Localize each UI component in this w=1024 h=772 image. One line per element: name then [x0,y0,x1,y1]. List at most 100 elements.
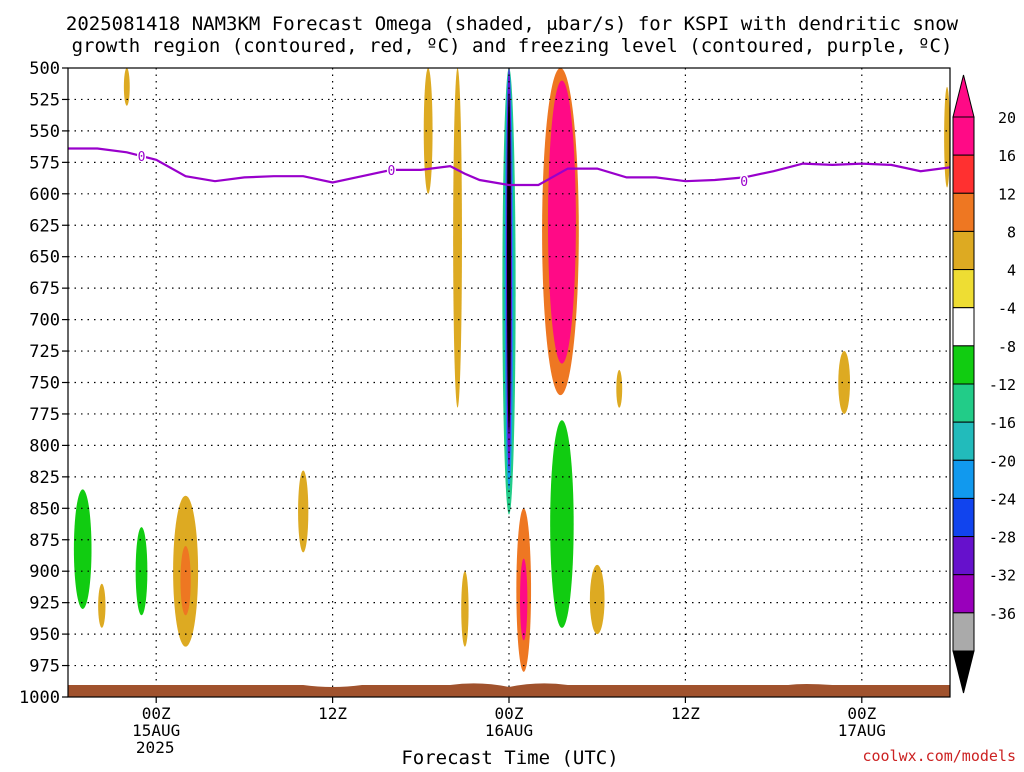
y-tick-label-575: 575 [29,153,60,173]
omega-cell-4 [507,93,511,433]
colorbar-label-10: -24 [989,490,1016,508]
x-tick-label-24: 00Z [495,704,524,723]
omega-cell-27 [98,583,106,628]
y-tick-label-525: 525 [29,90,60,110]
y-tick-label-850: 850 [29,499,60,519]
chart-title-line2: growth region (contoured, red, ºC) and f… [72,35,953,57]
omega-cell-24 [453,68,462,408]
x-tick-year-0: 2025 [136,738,175,757]
omega-cell-30 [616,369,623,408]
colorbar-label-3: 8 [1007,223,1016,241]
y-tick-label-700: 700 [29,311,60,331]
omega-cell-25 [461,571,469,647]
colorbar-seg-0 [952,116,975,156]
omega-cell-31 [763,520,784,635]
colorbar-label-8: -16 [989,414,1016,432]
colorbar-label-11: -28 [989,529,1016,547]
y-tick-label-725: 725 [29,342,60,362]
x-tick-label-48: 00Z [847,704,876,723]
colorbar-seg-8 [952,421,975,461]
omega-cell-32 [804,483,831,641]
x-tick-date-24: 16AUG [485,721,533,740]
colorbar-label-13: -36 [989,605,1016,623]
y-tick-label-675: 675 [29,279,60,299]
x-tick-date-48: 17AUG [838,721,886,740]
freezing-level-label-0: 0 [138,150,146,165]
y-tick-label-1000: 1000 [19,688,60,708]
omega-cell-18 [180,546,191,616]
y-tick-label-625: 625 [29,216,60,236]
y-tick-label-550: 550 [29,122,60,142]
colorbar: 20 16 12 8 4 -4 -8 -12 -16 -20 -24 -28 -32 -36 [952,74,1016,694]
omega-cell-23 [423,67,433,194]
y-tick-label-875: 875 [29,531,60,551]
x-axis-label: Forecast Time (UTC) [401,747,618,768]
omega-cell-9 [466,218,493,572]
omega-cell-26 [123,68,130,106]
colorbar-seg-3 [952,230,975,271]
omega-cell-21 [298,470,309,553]
y-tick-label-800: 800 [29,436,60,456]
colorbar-label-9: -20 [989,452,1016,470]
colorbar-label-7: -12 [989,376,1016,394]
omega-cell-8 [550,420,574,628]
x-tick-label-0: 00Z [142,704,171,723]
colorbar-seg-7 [952,383,975,423]
omega-cell-20 [299,218,307,333]
omega-cell-19 [163,495,173,635]
ground-fill [68,683,950,697]
freezing-level-label-1: 0 [387,164,395,179]
colorbar-seg-13 [952,612,975,652]
colorbar-seg-1 [952,154,975,194]
chart-title-line1: 2025081418 NAM3KM Forecast Omega (shaded… [66,13,959,35]
omega-cell-34 [944,86,950,188]
omega-cell-33 [838,351,851,414]
omega-cell-22 [315,514,321,572]
colorbar-bottom-arrow [952,650,975,694]
y-tick-label-900: 900 [29,562,60,582]
omega-shading [65,67,950,672]
y-tick-label-825: 825 [29,468,60,488]
y-axis: 500 525 550 575 600 625 650 675 700 725 750 775 800 8… [19,59,68,708]
omega-cell-29 [617,105,622,144]
colorbar-top-arrow [952,74,975,118]
colorbar-seg-6 [952,345,975,385]
colorbar-seg-9 [952,459,975,499]
y-tick-label-650: 650 [29,248,60,268]
freezing-level-label-2: 0 [740,175,748,190]
y-tick-label-975: 975 [29,657,60,677]
colorbar-label-4: 4 [1007,262,1016,280]
y-tick-label-950: 950 [29,625,60,645]
colorbar-seg-4 [952,269,975,309]
y-tick-label-925: 925 [29,594,60,614]
omega-cell-16 [135,527,148,616]
colorbar-seg-12 [952,574,975,614]
y-tick-label-500: 500 [29,59,60,79]
colorbar-label-5: -4 [998,300,1016,318]
colorbar-label-6: -8 [998,338,1016,356]
colorbar-label-2: 12 [998,185,1016,203]
colorbar-seg-10 [952,497,975,538]
colorbar-seg-2 [952,192,975,232]
y-tick-label-775: 775 [29,405,60,425]
x-tick-label-12: 12Z [318,704,347,723]
ground-band [68,683,950,697]
freezing-level-line [68,147,951,187]
omega-cell-12 [409,502,447,641]
omega-cell-6 [547,80,576,364]
y-tick-label-750: 750 [29,374,60,394]
omega-cell-11 [520,558,528,641]
colorbar-label-0: 20 [998,109,1016,127]
x-tick-date-0: 15AUG [132,721,180,740]
credit-link[interactable]: coolwx.com/models [862,747,1016,765]
colorbar-seg-11 [952,536,975,576]
colorbar-label-1: 16 [998,147,1016,165]
colorbar-seg-5 [952,307,975,347]
y-tick-label-600: 600 [29,185,60,205]
x-tick-label-36: 12Z [671,704,700,723]
omega-cell-14 [73,489,92,609]
freezing-level: 0 0 0 [68,147,951,192]
